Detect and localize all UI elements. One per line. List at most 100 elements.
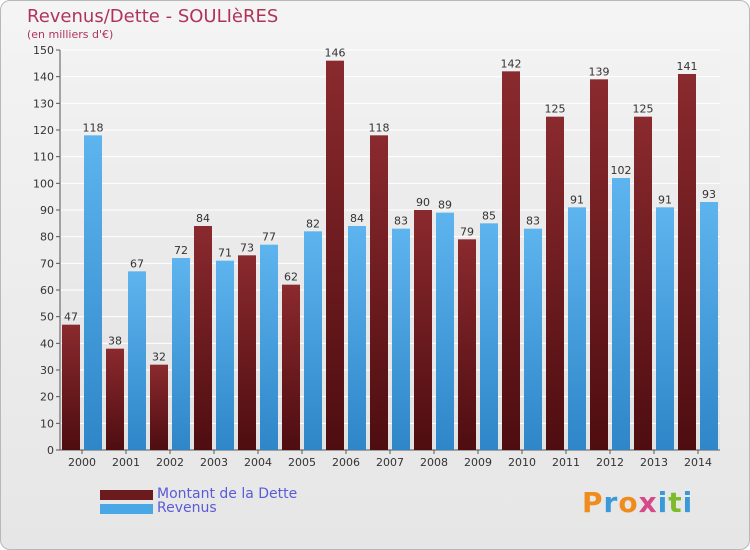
- data-label-revenus: 82: [306, 217, 320, 230]
- logo-letter: i: [657, 486, 669, 519]
- bar-dette: [150, 364, 168, 450]
- data-label-revenus: 71: [218, 247, 232, 260]
- data-label-dette: 84: [196, 212, 210, 225]
- y-tick-label: 80: [40, 231, 54, 244]
- y-tick-label: 60: [40, 284, 54, 297]
- data-label-dette: 125: [545, 103, 566, 116]
- bar-dette: [502, 71, 520, 450]
- chart-title: Revenus/Dette - SOULIèRES: [27, 6, 279, 27]
- bar-revenus: [348, 226, 366, 450]
- x-tick-label: 2003: [200, 456, 228, 469]
- bar-revenus: [260, 244, 278, 450]
- y-tick-label: 20: [40, 391, 54, 404]
- y-tick-label: 50: [40, 311, 54, 324]
- data-label-dette: 141: [677, 60, 698, 73]
- y-tick-label: 30: [40, 364, 54, 377]
- bar-dette: [282, 284, 300, 450]
- data-label-dette: 90: [416, 196, 430, 209]
- bar-revenus: [700, 202, 718, 450]
- x-tick-label: 2007: [376, 456, 404, 469]
- y-tick-label: 40: [40, 337, 54, 350]
- bar-dette: [546, 116, 564, 451]
- x-tick-label: 2014: [684, 456, 712, 469]
- y-tick-label: 90: [40, 204, 54, 217]
- bar-revenus: [84, 135, 102, 451]
- data-label-dette: 73: [240, 241, 254, 254]
- data-label-revenus: 84: [350, 212, 364, 225]
- logo-letter: x: [638, 486, 658, 519]
- bar-dette: [194, 226, 212, 450]
- logo-letter: r: [603, 486, 619, 519]
- bar-dette: [106, 348, 124, 450]
- bar-dette: [414, 210, 432, 450]
- bar-revenus: [216, 260, 234, 450]
- bar-dette: [458, 239, 476, 450]
- y-tick-label: 140: [33, 71, 54, 84]
- legend-swatch-revenus: [100, 504, 153, 514]
- data-label-dette: 47: [64, 311, 78, 324]
- plot-area: [60, 50, 720, 450]
- legend-swatch-dette: [100, 490, 153, 500]
- data-label-dette: 146: [325, 47, 346, 60]
- data-label-revenus: 77: [262, 231, 276, 244]
- x-tick-label: 2001: [112, 456, 140, 469]
- data-label-revenus: 102: [611, 164, 632, 177]
- bar-revenus: [480, 223, 498, 450]
- data-label-revenus: 83: [526, 215, 540, 228]
- logo-letter: i: [682, 486, 694, 519]
- y-tick-label: 110: [33, 151, 54, 164]
- bar-revenus: [568, 207, 586, 450]
- data-label-dette: 38: [108, 335, 122, 348]
- data-label-revenus: 93: [702, 188, 716, 201]
- data-label-dette: 62: [284, 271, 298, 284]
- x-tick-label: 2011: [552, 456, 580, 469]
- data-label-dette: 79: [460, 225, 474, 238]
- x-tick-label: 2000: [68, 456, 96, 469]
- data-label-revenus: 85: [482, 209, 496, 222]
- data-label-dette: 142: [501, 57, 522, 70]
- y-tick-label: 130: [33, 97, 54, 110]
- bar-revenus: [304, 231, 322, 450]
- data-label-revenus: 72: [174, 244, 188, 257]
- x-tick-label: 2002: [156, 456, 184, 469]
- y-tick-label: 150: [33, 44, 54, 57]
- data-label-revenus: 91: [570, 193, 584, 206]
- x-tick-label: 2006: [332, 456, 360, 469]
- bar-revenus: [524, 228, 542, 450]
- bar-revenus: [128, 271, 146, 450]
- legend-label-revenus: Revenus: [157, 500, 217, 516]
- proxiti-logo: Proxiti: [582, 486, 693, 519]
- y-tick-label: 10: [40, 417, 54, 430]
- data-label-revenus: 83: [394, 215, 408, 228]
- bar-dette: [238, 255, 256, 450]
- data-label-revenus: 89: [438, 199, 452, 212]
- chart-subtitle: (en milliers d'€): [27, 28, 114, 41]
- x-tick-label: 2010: [508, 456, 536, 469]
- y-tick-label: 100: [33, 177, 54, 190]
- y-tick-label: 0: [47, 444, 54, 457]
- data-label-revenus: 67: [130, 257, 144, 270]
- data-label-dette: 32: [152, 351, 166, 364]
- data-label-revenus: 118: [83, 121, 104, 134]
- y-tick-label: 70: [40, 257, 54, 270]
- data-label-revenus: 91: [658, 193, 672, 206]
- bar-revenus: [612, 178, 630, 450]
- bar-dette: [590, 79, 608, 450]
- legend-label-dette: Montant de la Dette: [157, 486, 298, 502]
- x-tick-label: 2012: [596, 456, 624, 469]
- bar-dette: [370, 135, 388, 451]
- bar-dette: [634, 116, 652, 451]
- bar-revenus: [392, 228, 410, 450]
- logo-letter: P: [582, 486, 604, 519]
- logo-letter: t: [668, 486, 683, 519]
- bar-revenus: [172, 258, 190, 450]
- x-tick-label: 2005: [288, 456, 316, 469]
- bar-dette: [678, 74, 696, 450]
- data-label-dette: 139: [589, 65, 610, 78]
- data-label-dette: 118: [369, 121, 390, 134]
- y-tick-label: 120: [33, 124, 54, 137]
- bar-revenus: [656, 207, 674, 450]
- x-tick-label: 2008: [420, 456, 448, 469]
- bar-dette: [326, 60, 344, 451]
- data-label-dette: 125: [633, 103, 654, 116]
